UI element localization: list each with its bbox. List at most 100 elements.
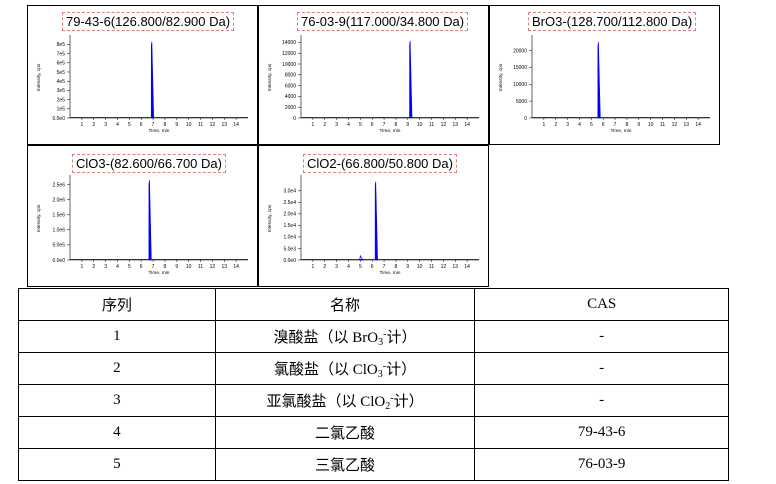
x-tick-label: 14 <box>695 122 701 128</box>
x-tick-label: 6 <box>602 122 605 128</box>
name-sub: 3 <box>377 368 383 380</box>
x-tick-label: 12 <box>210 122 216 128</box>
x-tick-label: 13 <box>221 264 227 270</box>
x-tick-label: 3 <box>566 122 569 128</box>
cell-name: 氯酸盐（以 ClO3-计） <box>214 352 476 385</box>
x-tick-label: 9 <box>406 264 409 270</box>
y-tick-label: 2.0e4 <box>283 212 296 218</box>
chart-title-5: ClO2-(66.800/50.800 Da) <box>303 154 457 173</box>
cas-text: 79-43-6 <box>577 424 626 440</box>
x-tick-label: 10 <box>186 122 192 128</box>
x-tick-label: 12 <box>441 264 447 270</box>
seq-text: 2 <box>113 360 121 376</box>
y-tick-label: 14000 <box>282 40 296 46</box>
x-tick-label: 9 <box>406 122 409 128</box>
x-tick-label: 8 <box>164 122 167 128</box>
y-axis-label: Intensity, cps <box>267 204 273 232</box>
x-tick-label: 1 <box>80 122 83 128</box>
x-tick-label: 12 <box>441 122 447 128</box>
y-tick-label: 7e5 <box>57 51 66 57</box>
y-tick-label: 1.5e6 <box>52 213 65 219</box>
cas-text: 76-03-9 <box>577 456 626 472</box>
y-axis-label: Intensity, cps <box>267 63 273 91</box>
x-axis-label: Time, min <box>149 128 170 134</box>
x-tick-label: 8 <box>395 264 398 270</box>
chart-title-2: 76-03-9(117.000/34.800 Da) <box>297 12 469 31</box>
table-row: 2 氯酸盐（以 ClO3-计） - <box>18 352 729 385</box>
y-tick-label: 2000 <box>285 105 296 111</box>
name-suffix: 计） <box>393 393 424 410</box>
chart-title-1: 79-43-6(126.800/82.900 Da) <box>62 12 235 31</box>
x-tick-label: 14 <box>233 264 239 270</box>
x-tick-label: 4 <box>116 264 119 270</box>
y-axis-label: Intensity, cps <box>36 63 42 91</box>
x-tick-label: 11 <box>198 264 203 270</box>
x-tick-label: 14 <box>464 122 470 128</box>
x-tick-label: 1 <box>80 264 83 270</box>
y-tick-label: 15000 <box>513 65 527 71</box>
cell-cas: 76-03-9 <box>474 448 729 481</box>
x-tick-label: 3 <box>104 264 107 270</box>
x-tick-label: 8 <box>395 122 398 128</box>
x-tick-label: 10 <box>186 264 192 270</box>
x-tick-label: 6 <box>371 122 374 128</box>
x-tick-label: 7 <box>383 122 386 128</box>
x-axis-label: Time, min <box>380 128 401 134</box>
seq-text: 3 <box>113 392 121 408</box>
name-sup: - <box>390 392 394 404</box>
x-tick-label: 13 <box>452 264 458 270</box>
x-tick-label: 13 <box>452 122 458 128</box>
x-tick-label: 4 <box>578 122 581 128</box>
x-tick-label: 3 <box>104 122 107 128</box>
x-tick-label: 14 <box>233 122 239 128</box>
name-sup: - <box>383 328 387 340</box>
cell-name: 三氯乙酸 <box>214 448 476 481</box>
y-tick-label: 12000 <box>282 51 296 57</box>
cell-seq: 1 <box>18 320 216 353</box>
x-tick-label: 12 <box>210 264 216 270</box>
x-tick-label: 5 <box>359 122 362 128</box>
y-tick-label: 1e5 <box>57 107 66 113</box>
chromatogram-peak <box>150 41 155 119</box>
cell-seq: 5 <box>18 448 216 481</box>
y-tick-label: 3.0e4 <box>283 189 296 195</box>
x-tick-label: 6 <box>371 264 374 270</box>
x-tick-label: 10 <box>417 122 423 128</box>
y-tick-label: 0 <box>524 116 527 122</box>
name-prefix: 二氯乙酸 <box>315 426 376 442</box>
x-tick-label: 4 <box>347 264 350 270</box>
cell-name: 溴酸盐（以 BrO3-计） <box>214 320 476 353</box>
x-tick-label: 8 <box>164 264 167 270</box>
y-tick-label: 6e5 <box>57 61 66 67</box>
y-tick-label: 8000 <box>285 73 296 79</box>
x-tick-label: 5 <box>128 264 131 270</box>
y-tick-label: 5.0e3 <box>283 246 296 252</box>
y-tick-label: 20000 <box>513 48 527 54</box>
cell-cas: - <box>474 384 729 417</box>
x-tick-label: 11 <box>660 122 665 128</box>
x-tick-label: 8 <box>626 122 629 128</box>
x-tick-label: 9 <box>175 264 178 270</box>
table-header-row: 序列 名称 CAS <box>18 288 729 321</box>
cas-text: - <box>599 392 605 408</box>
chromatogram-peak <box>148 179 152 261</box>
table-row: 3 亚氯酸盐（以 ClO2-计） - <box>18 384 729 417</box>
chart-panel-1: 0.0e0 1e5 2e5 3e5 4e5 5e5 6e5 7e5 8e5 1 2 3 4 5 6 7 8 9 10… <box>27 5 258 145</box>
cell-name: 亚氯酸盐（以 ClO2-计） <box>214 384 476 417</box>
y-tick-label: 6000 <box>285 83 296 89</box>
y-tick-label: 5.0e5 <box>52 243 65 249</box>
y-tick-label: 4e5 <box>57 79 66 85</box>
x-tick-label: 4 <box>347 122 350 128</box>
x-tick-label: 11 <box>198 122 203 128</box>
seq-text: 1 <box>113 328 121 344</box>
x-tick-label: 3 <box>335 122 338 128</box>
seq-text: 5 <box>113 456 121 472</box>
y-tick-label: 0.0e0 <box>52 258 65 264</box>
y-tick-label: 2e5 <box>57 97 66 103</box>
x-axis-label: Time, min <box>149 270 170 276</box>
x-tick-label: 13 <box>683 122 689 128</box>
